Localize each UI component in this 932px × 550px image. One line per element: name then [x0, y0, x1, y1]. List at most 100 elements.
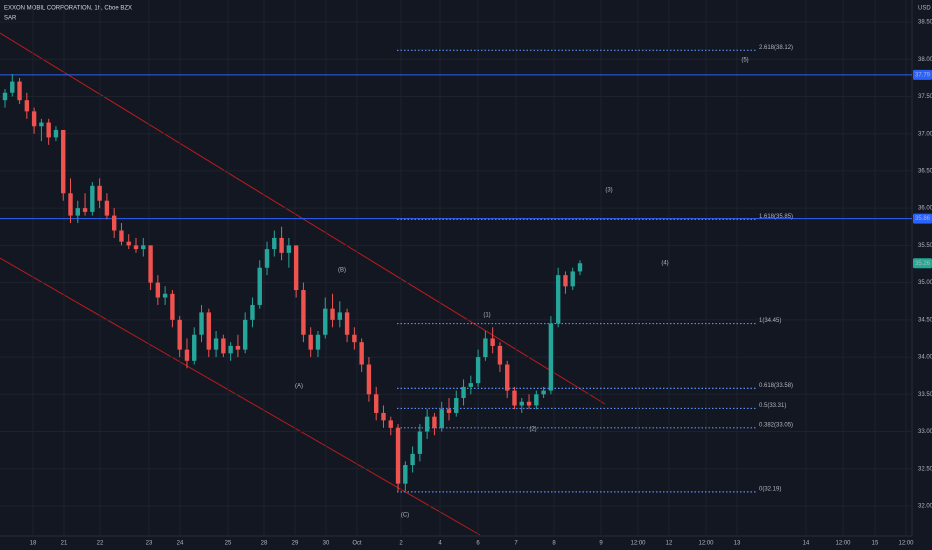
x-tick-label: 22: [97, 541, 104, 547]
wave-label: (2): [529, 427, 536, 433]
x-tick-label: 8: [552, 541, 556, 547]
currency: USD: [918, 6, 931, 12]
candle-body: [17, 81, 22, 101]
candle-body: [213, 338, 219, 350]
candle-body: [570, 271, 575, 287]
x-tick-label: 21: [61, 541, 68, 547]
wave-label: (4): [661, 261, 668, 267]
candle-body: [61, 129, 66, 194]
candle-body: [541, 390, 546, 395]
candle-body: [257, 267, 262, 305]
candle-body: [446, 409, 452, 413]
y-tick-label: 37.50: [918, 94, 932, 100]
candle-body: [264, 249, 270, 268]
x-tick-label: 13: [734, 541, 741, 547]
candle-body: [468, 383, 474, 387]
price-tag: [913, 69, 932, 80]
x-tick-label: 12:00: [898, 541, 914, 547]
y-tick-label: 33.50: [918, 392, 932, 398]
candle-body: [381, 412, 386, 421]
candle-body: [315, 334, 321, 350]
candle-body: [483, 338, 488, 358]
candle-body: [424, 416, 430, 432]
x-tick-label: 14: [803, 541, 810, 547]
y-tick-label: 38.00: [918, 57, 932, 63]
candle-body: [119, 230, 124, 242]
candle-body: [512, 390, 517, 406]
candle-body: [24, 100, 30, 112]
price-tag: [913, 213, 932, 224]
candle-body: [323, 308, 328, 335]
y-tick-label: 32.50: [918, 466, 932, 472]
price-tag-label: 35.86: [915, 216, 931, 222]
candle-body: [162, 293, 168, 298]
candle-body: [75, 208, 80, 216]
candle-body: [46, 122, 51, 138]
candle-body: [141, 245, 146, 250]
candle-body: [461, 386, 466, 399]
candle-body: [388, 420, 393, 428]
candle-body: [497, 345, 503, 365]
y-tick-label: 37.00: [918, 131, 932, 137]
candle-body: [250, 304, 255, 320]
y-tick-label: 33.00: [918, 429, 932, 435]
x-tick-label: 30: [323, 541, 330, 547]
y-tick-label: 34.50: [918, 317, 932, 323]
candle-body: [221, 338, 226, 354]
candle-body: [155, 282, 161, 298]
candle-body: [111, 215, 117, 231]
fib-label: 0.382(33.05): [759, 422, 793, 428]
x-tick-label: 18: [30, 541, 37, 547]
indicator-label: SAR: [4, 16, 17, 22]
candle-body: [148, 245, 153, 283]
candle-body: [577, 263, 583, 272]
wave-label: (B): [338, 268, 346, 274]
x-tick-label: 29: [292, 541, 299, 547]
candle-body: [410, 453, 415, 466]
candle-body: [2, 92, 8, 101]
candle-body: [330, 308, 335, 320]
candle-body: [228, 345, 233, 354]
fib-label: 1.618(35.85): [759, 214, 793, 220]
x-tick-label: 24: [177, 541, 184, 547]
candle-body: [366, 364, 372, 395]
candle-body: [526, 401, 532, 406]
candle-body: [242, 319, 248, 350]
candle-body: [344, 312, 350, 335]
channel-lower: [0, 257, 481, 536]
candle-body: [505, 364, 510, 391]
candle-body: [126, 241, 131, 246]
x-tick-label: 9: [599, 541, 603, 547]
chart-title: EXXON MOBIL CORPORATION, 1h, Cboe BZX: [4, 6, 132, 12]
candle-body: [352, 334, 357, 343]
x-tick-label: 12:00: [698, 541, 714, 547]
wave-label: (1): [483, 313, 490, 319]
wave-label: (C): [401, 513, 409, 519]
y-tick-label: 38.50: [918, 20, 932, 26]
fib-label: 0.618(33.58): [759, 383, 793, 389]
candle-body: [519, 401, 524, 406]
candle-body: [417, 431, 423, 454]
x-tick-label: 28: [261, 541, 268, 547]
candle-body: [104, 200, 110, 216]
candle-body: [184, 349, 190, 361]
candle-body: [199, 312, 204, 335]
candle-body: [10, 81, 15, 93]
y-tick-label: 32.00: [918, 504, 932, 510]
candle-body: [308, 334, 313, 350]
x-tick-label: 12:00: [835, 541, 851, 547]
candle-body: [374, 394, 379, 413]
x-tick-label: 2: [399, 541, 403, 547]
candle-body: [293, 245, 299, 291]
y-tick-label: 34.00: [918, 355, 932, 361]
candle-body: [192, 334, 197, 361]
candle-body: [563, 275, 568, 287]
y-tick-label: 35.00: [918, 280, 932, 286]
x-tick-label: 25: [225, 541, 232, 547]
candle-body: [177, 319, 182, 350]
candle-body: [68, 193, 73, 216]
x-tick-label: 7: [514, 541, 518, 547]
